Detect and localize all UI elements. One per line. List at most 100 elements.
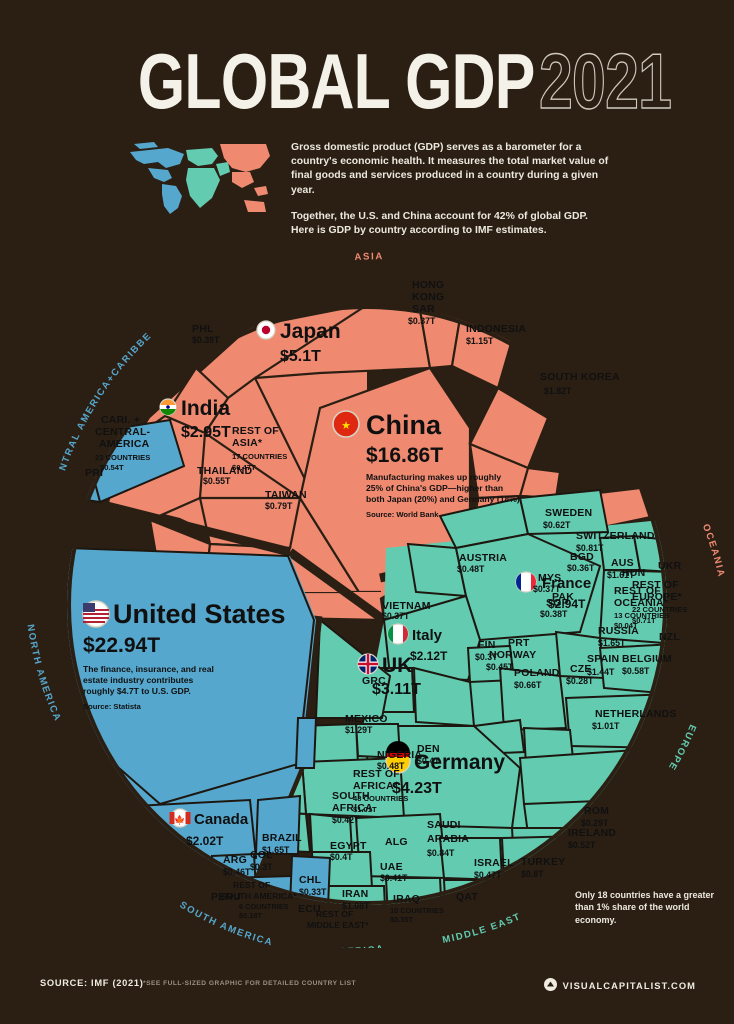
cell-switzerland[interactable] [518, 488, 610, 536]
label-rest-of-me-value: $0.35T [390, 915, 413, 924]
gdp-voronoi-chart: ★ 🍁 China $16.86T Manufacturing makes up… [0, 248, 734, 948]
label-belgium-value: $0.58T [622, 666, 650, 676]
flag-jp-icon [256, 320, 276, 340]
label-rest-of-africa-value: $1.01T [353, 805, 377, 814]
callout-only-18-countries: Only 18 countries have a greater than 1%… [575, 890, 715, 925]
label-saudi-arabia-name-2: ARABIA [427, 833, 469, 845]
label-united-states-value: $22.94T [83, 634, 160, 657]
label-ireland-value: $0.52T [568, 840, 596, 850]
label-fin-name: FIN [478, 639, 496, 651]
label-alg-name: ALG [385, 836, 408, 848]
label-carib-1: CARI. + [101, 414, 140, 426]
label-china-note-2: 25% of China's GDP—higher than [366, 483, 503, 493]
cell-mexico[interactable] [294, 717, 318, 769]
label-rest-of-europe-line2: EUROPE* [632, 591, 683, 603]
label-rest-of-sa-value: $0.18T [239, 911, 262, 920]
label-ecu-name: ECU [298, 903, 321, 915]
label-poland-value: $0.66T [514, 680, 542, 690]
label-india-value: $2.95T [181, 424, 231, 441]
label-sweden-name: SWEDEN [545, 507, 592, 519]
intro-text: Gross domestic product (GDP) serves as a… [291, 141, 609, 250]
label-israel-name: ISRAEL [474, 857, 514, 869]
label-china-note-1: Manufacturing makes up roughly [366, 472, 501, 482]
label-vietnam-name: VIETNAM [382, 600, 431, 612]
label-hong-kong-value: $0.37T [408, 316, 436, 326]
label-belgium-name: BELGIUM [622, 653, 672, 665]
cell-spain[interactable] [498, 666, 568, 732]
label-rest-of-oceania-sub: 13 COUNTRIES [614, 611, 669, 620]
rest-of-group-labels: REST OF ASIA* 17 COUNTRIES $0.47T REST O… [95, 414, 687, 930]
label-china-source: Source: World Bank [366, 510, 439, 519]
label-switzerland-value: $0.81T [576, 543, 604, 553]
label-rest-of-sa-1: REST OF [233, 880, 270, 890]
flag-fr-icon [515, 571, 537, 593]
label-bgd-name: BGD [570, 551, 594, 563]
label-egypt-name: EGYPT [330, 840, 367, 852]
label-south-africa-value: $0.42T [332, 815, 360, 825]
label-chl-value: $0.33T [299, 887, 327, 897]
label-rest-of-europe-sub: 22 COUNTRIES [632, 605, 687, 614]
svg-text:★: ★ [341, 420, 351, 432]
label-brazil-name: BRAZIL [262, 832, 302, 844]
label-carib-sub: 23 COUNTRIES [95, 453, 150, 462]
label-carib-value: $0.54T [100, 463, 124, 472]
label-sgp-value: $0.38T [540, 609, 568, 619]
label-nzl-name: NZL [659, 631, 680, 643]
label-rest-of-asia-name-2: ASIA* [232, 437, 263, 449]
region-label-europe: EUROPE [665, 723, 698, 773]
label-russia-name: RUSSIA [598, 625, 639, 637]
footer-note: *SEE FULL-SIZED GRAPHIC FOR DETAILED COU… [143, 980, 357, 987]
label-thailand-value: $0.55T [203, 476, 231, 486]
label-rest-of-middle-east-2: MIDDLE EAST* [307, 920, 369, 930]
label-france-name: France [542, 575, 591, 592]
footer-brand[interactable]: VISUALCAPITALIST.COM [543, 978, 696, 991]
label-mexico-value: $1.29T [345, 725, 373, 735]
flag-in-icon [159, 398, 177, 416]
label-col-name: COL [250, 849, 273, 861]
cell-brazil[interactable] [254, 794, 302, 855]
label-rest-of-asia-name-1: REST OF [232, 425, 279, 437]
label-rest-of-sa-2: SOUTH AMERICA* [221, 891, 297, 901]
label-phl-value: $0.39T [192, 335, 220, 345]
cell-arg[interactable] [150, 856, 214, 900]
label-switzerland-name: SWITZERLAND [576, 530, 655, 542]
label-turkey-name: TURKEY [521, 856, 565, 868]
label-sgp-name: SGP [546, 597, 569, 609]
cell-rest-of-europe[interactable] [598, 568, 676, 646]
small-cell-values: $1.82T $1.15T $0.79T $0.55T $0.39T $0.38… [192, 316, 650, 911]
flag-ca-icon: 🍁 [169, 808, 191, 828]
label-den-name: DEN [417, 743, 440, 755]
label-us-note-3: roughly $4.7T to U.S. GDP. [83, 686, 191, 696]
label-indonesia-name: INDONESIA [466, 323, 526, 335]
label-israel-value: $0.47T [474, 870, 502, 880]
label-nigeria-value: $0.48T [377, 761, 405, 771]
label-indonesia-value: $1.15T [466, 336, 494, 346]
label-brazil-value: $1.65T [262, 845, 290, 855]
label-china-value: $16.86T [366, 444, 443, 467]
title-main: GLOBAL GDP [137, 37, 535, 125]
label-austria-name: AUSTRIA [459, 552, 507, 564]
label-south-korea-name: SOUTH KOREA [540, 371, 620, 383]
footer-source: SOURCE: IMF (2021) [40, 978, 144, 988]
label-chl-name: CHL [299, 874, 322, 886]
label-rest-of-europe-value: $0.71T [632, 616, 656, 625]
flag-de-icon [385, 741, 411, 774]
label-aus-value: $1.61T [607, 570, 635, 580]
title-year: 2021 [538, 36, 672, 125]
label-fin-value: $0.3T [475, 652, 498, 662]
label-uk-name: UK [382, 654, 412, 677]
label-rest-of-oceania-name-2: OCEANIA* [614, 597, 669, 609]
label-italy-value: $2.12T [410, 649, 448, 663]
label-saudi-arabia-name-1: SAUDI [427, 819, 461, 831]
label-taiwan-value: $0.79T [265, 501, 293, 511]
label-aus-name: AUS [611, 557, 634, 569]
label-canada-name: Canada [194, 811, 249, 828]
divider-asia-na [93, 498, 292, 557]
label-iran-value: $1.08T [342, 901, 370, 911]
label-taiwan-name: TAIWAN [265, 489, 307, 501]
label-china-name: China [366, 410, 442, 440]
label-col-value: $0.3T [250, 862, 273, 872]
cell-uk[interactable] [314, 617, 392, 719]
label-rest-of-oceania-value: $0.04T [614, 621, 638, 630]
